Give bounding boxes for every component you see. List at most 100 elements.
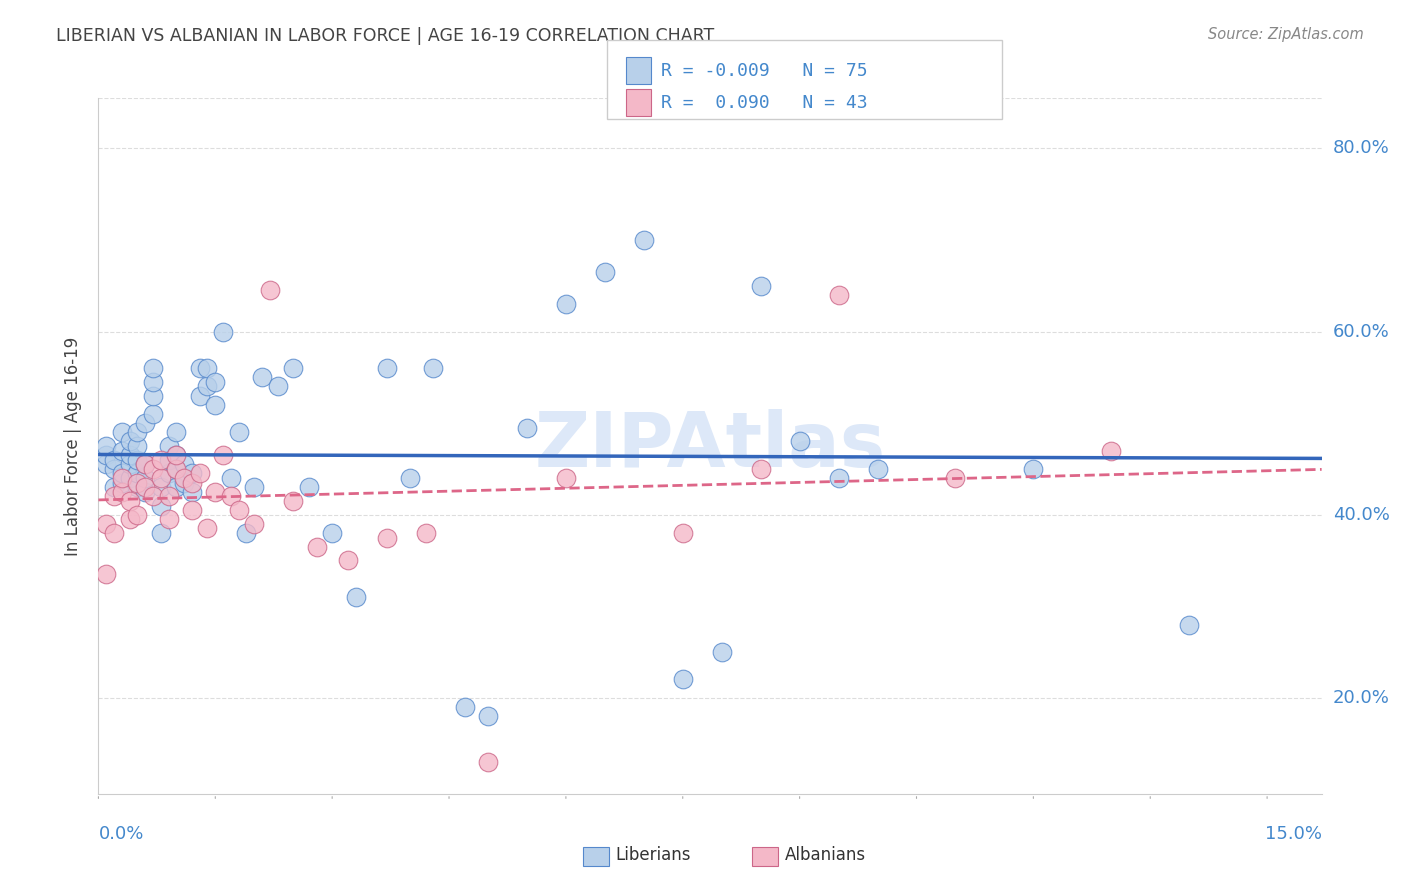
Point: [415, 526, 437, 541]
Point: [118, 471, 141, 485]
Point: [96, 516, 118, 531]
Point: [399, 471, 422, 485]
Point: [165, 448, 187, 462]
Point: [111, 484, 134, 499]
Point: [173, 471, 195, 485]
Point: [96, 448, 118, 462]
Point: [321, 526, 343, 541]
Point: [149, 480, 172, 494]
Point: [157, 467, 180, 481]
Point: [1178, 617, 1201, 632]
Text: 40.0%: 40.0%: [1333, 506, 1389, 524]
Text: Liberians: Liberians: [616, 846, 692, 863]
Point: [188, 361, 211, 376]
Point: [96, 439, 118, 453]
Point: [111, 425, 134, 440]
Point: [118, 448, 141, 462]
Point: [266, 379, 288, 393]
Point: [188, 467, 211, 481]
Point: [375, 361, 398, 376]
Point: [477, 755, 499, 769]
Point: [142, 407, 165, 421]
Point: [305, 540, 328, 554]
Point: [149, 471, 172, 485]
Text: LIBERIAN VS ALBANIAN IN LABOR FORCE | AGE 16-19 CORRELATION CHART: LIBERIAN VS ALBANIAN IN LABOR FORCE | AG…: [56, 27, 714, 45]
Point: [710, 645, 733, 659]
Point: [228, 503, 250, 517]
Point: [375, 531, 398, 545]
Point: [180, 484, 202, 499]
Point: [197, 379, 219, 393]
Point: [173, 458, 195, 472]
Point: [235, 526, 257, 541]
Point: [422, 361, 444, 376]
Point: [204, 484, 226, 499]
Text: 80.0%: 80.0%: [1333, 139, 1389, 158]
Point: [219, 489, 242, 503]
Point: [118, 512, 141, 526]
Point: [111, 475, 134, 490]
Y-axis label: In Labor Force | Age 16-19: In Labor Force | Age 16-19: [65, 336, 83, 556]
Point: [219, 471, 242, 485]
Point: [165, 480, 187, 494]
Point: [173, 475, 195, 490]
Point: [945, 471, 967, 485]
Point: [165, 462, 187, 476]
Point: [749, 462, 772, 476]
Text: Source: ZipAtlas.com: Source: ZipAtlas.com: [1208, 27, 1364, 42]
Point: [111, 443, 134, 458]
Point: [672, 526, 695, 541]
Point: [180, 503, 202, 517]
Point: [204, 398, 226, 412]
Point: [103, 489, 125, 503]
Point: [157, 452, 180, 467]
Point: [1099, 443, 1122, 458]
Point: [259, 284, 281, 298]
Point: [593, 265, 616, 279]
Text: R =  0.090   N = 43: R = 0.090 N = 43: [661, 94, 868, 112]
Point: [103, 462, 125, 476]
Point: [134, 416, 156, 430]
Point: [180, 475, 202, 490]
Point: [134, 480, 156, 494]
Point: [827, 288, 849, 302]
Point: [283, 361, 305, 376]
Point: [134, 471, 156, 485]
Point: [283, 494, 305, 508]
Point: [516, 420, 538, 434]
Point: [118, 434, 141, 449]
Point: [111, 467, 134, 481]
Point: [142, 375, 165, 389]
Point: [127, 452, 149, 467]
Point: [250, 370, 273, 384]
Text: 20.0%: 20.0%: [1333, 689, 1389, 706]
Point: [554, 297, 576, 311]
Point: [228, 425, 250, 440]
Point: [142, 389, 165, 403]
Point: [118, 458, 141, 472]
Point: [134, 484, 156, 499]
Point: [336, 553, 359, 567]
Point: [1022, 462, 1045, 476]
Point: [243, 516, 266, 531]
Point: [103, 526, 125, 541]
Point: [118, 494, 141, 508]
Point: [96, 458, 118, 472]
Point: [157, 512, 180, 526]
Point: [134, 458, 156, 472]
Point: [165, 448, 187, 462]
Point: [127, 508, 149, 522]
Point: [127, 439, 149, 453]
Point: [142, 489, 165, 503]
Point: [827, 471, 849, 485]
Point: [96, 567, 118, 582]
Point: [157, 489, 180, 503]
Point: [149, 499, 172, 513]
Text: ZIPAtlas: ZIPAtlas: [534, 409, 886, 483]
Point: [453, 699, 475, 714]
Text: 15.0%: 15.0%: [1264, 825, 1322, 843]
Point: [180, 467, 202, 481]
Point: [344, 590, 367, 604]
Point: [197, 361, 219, 376]
Point: [127, 475, 149, 490]
